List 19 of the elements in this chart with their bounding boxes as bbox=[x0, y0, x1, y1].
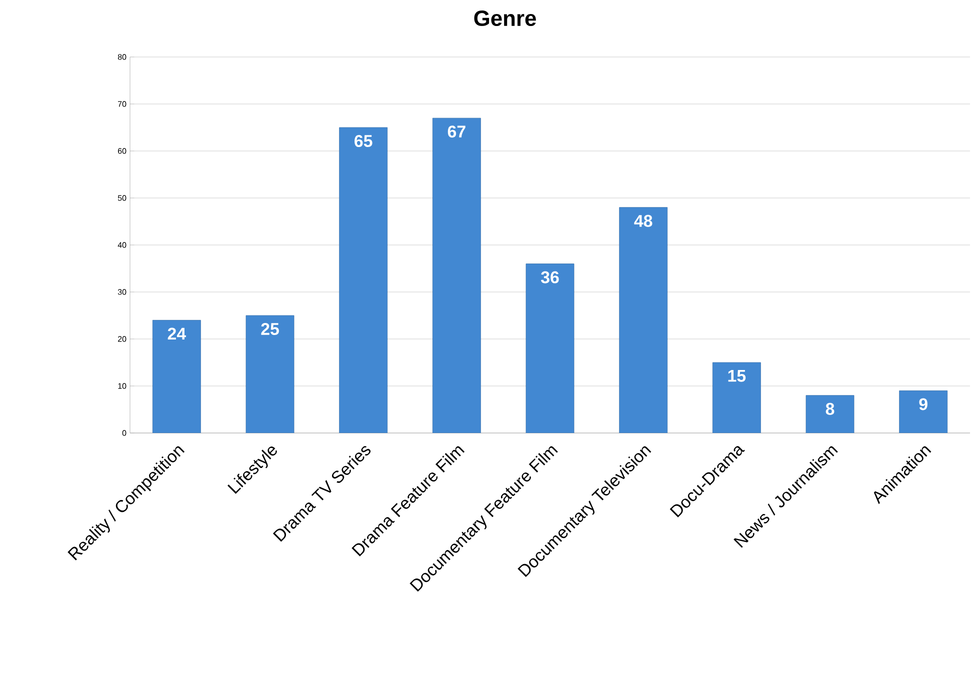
data-label: 9 bbox=[919, 398, 928, 410]
chart-title: Genre bbox=[474, 10, 536, 26]
data-label: 8 bbox=[826, 402, 834, 415]
data-label: 25 bbox=[261, 323, 279, 336]
data-label: 48 bbox=[634, 214, 652, 227]
bar bbox=[806, 395, 854, 433]
data-label: 24 bbox=[168, 328, 186, 340]
bar bbox=[246, 315, 294, 433]
bar bbox=[152, 320, 201, 433]
data-label: 36 bbox=[540, 271, 559, 284]
bar bbox=[432, 118, 481, 433]
bar bbox=[712, 362, 761, 433]
data-label: 65 bbox=[354, 135, 372, 148]
data-label: 15 bbox=[728, 370, 746, 382]
data-label: 67 bbox=[448, 126, 466, 138]
bar bbox=[899, 390, 948, 433]
bar bbox=[619, 207, 668, 433]
bar bbox=[339, 127, 388, 433]
bar bbox=[526, 264, 574, 433]
